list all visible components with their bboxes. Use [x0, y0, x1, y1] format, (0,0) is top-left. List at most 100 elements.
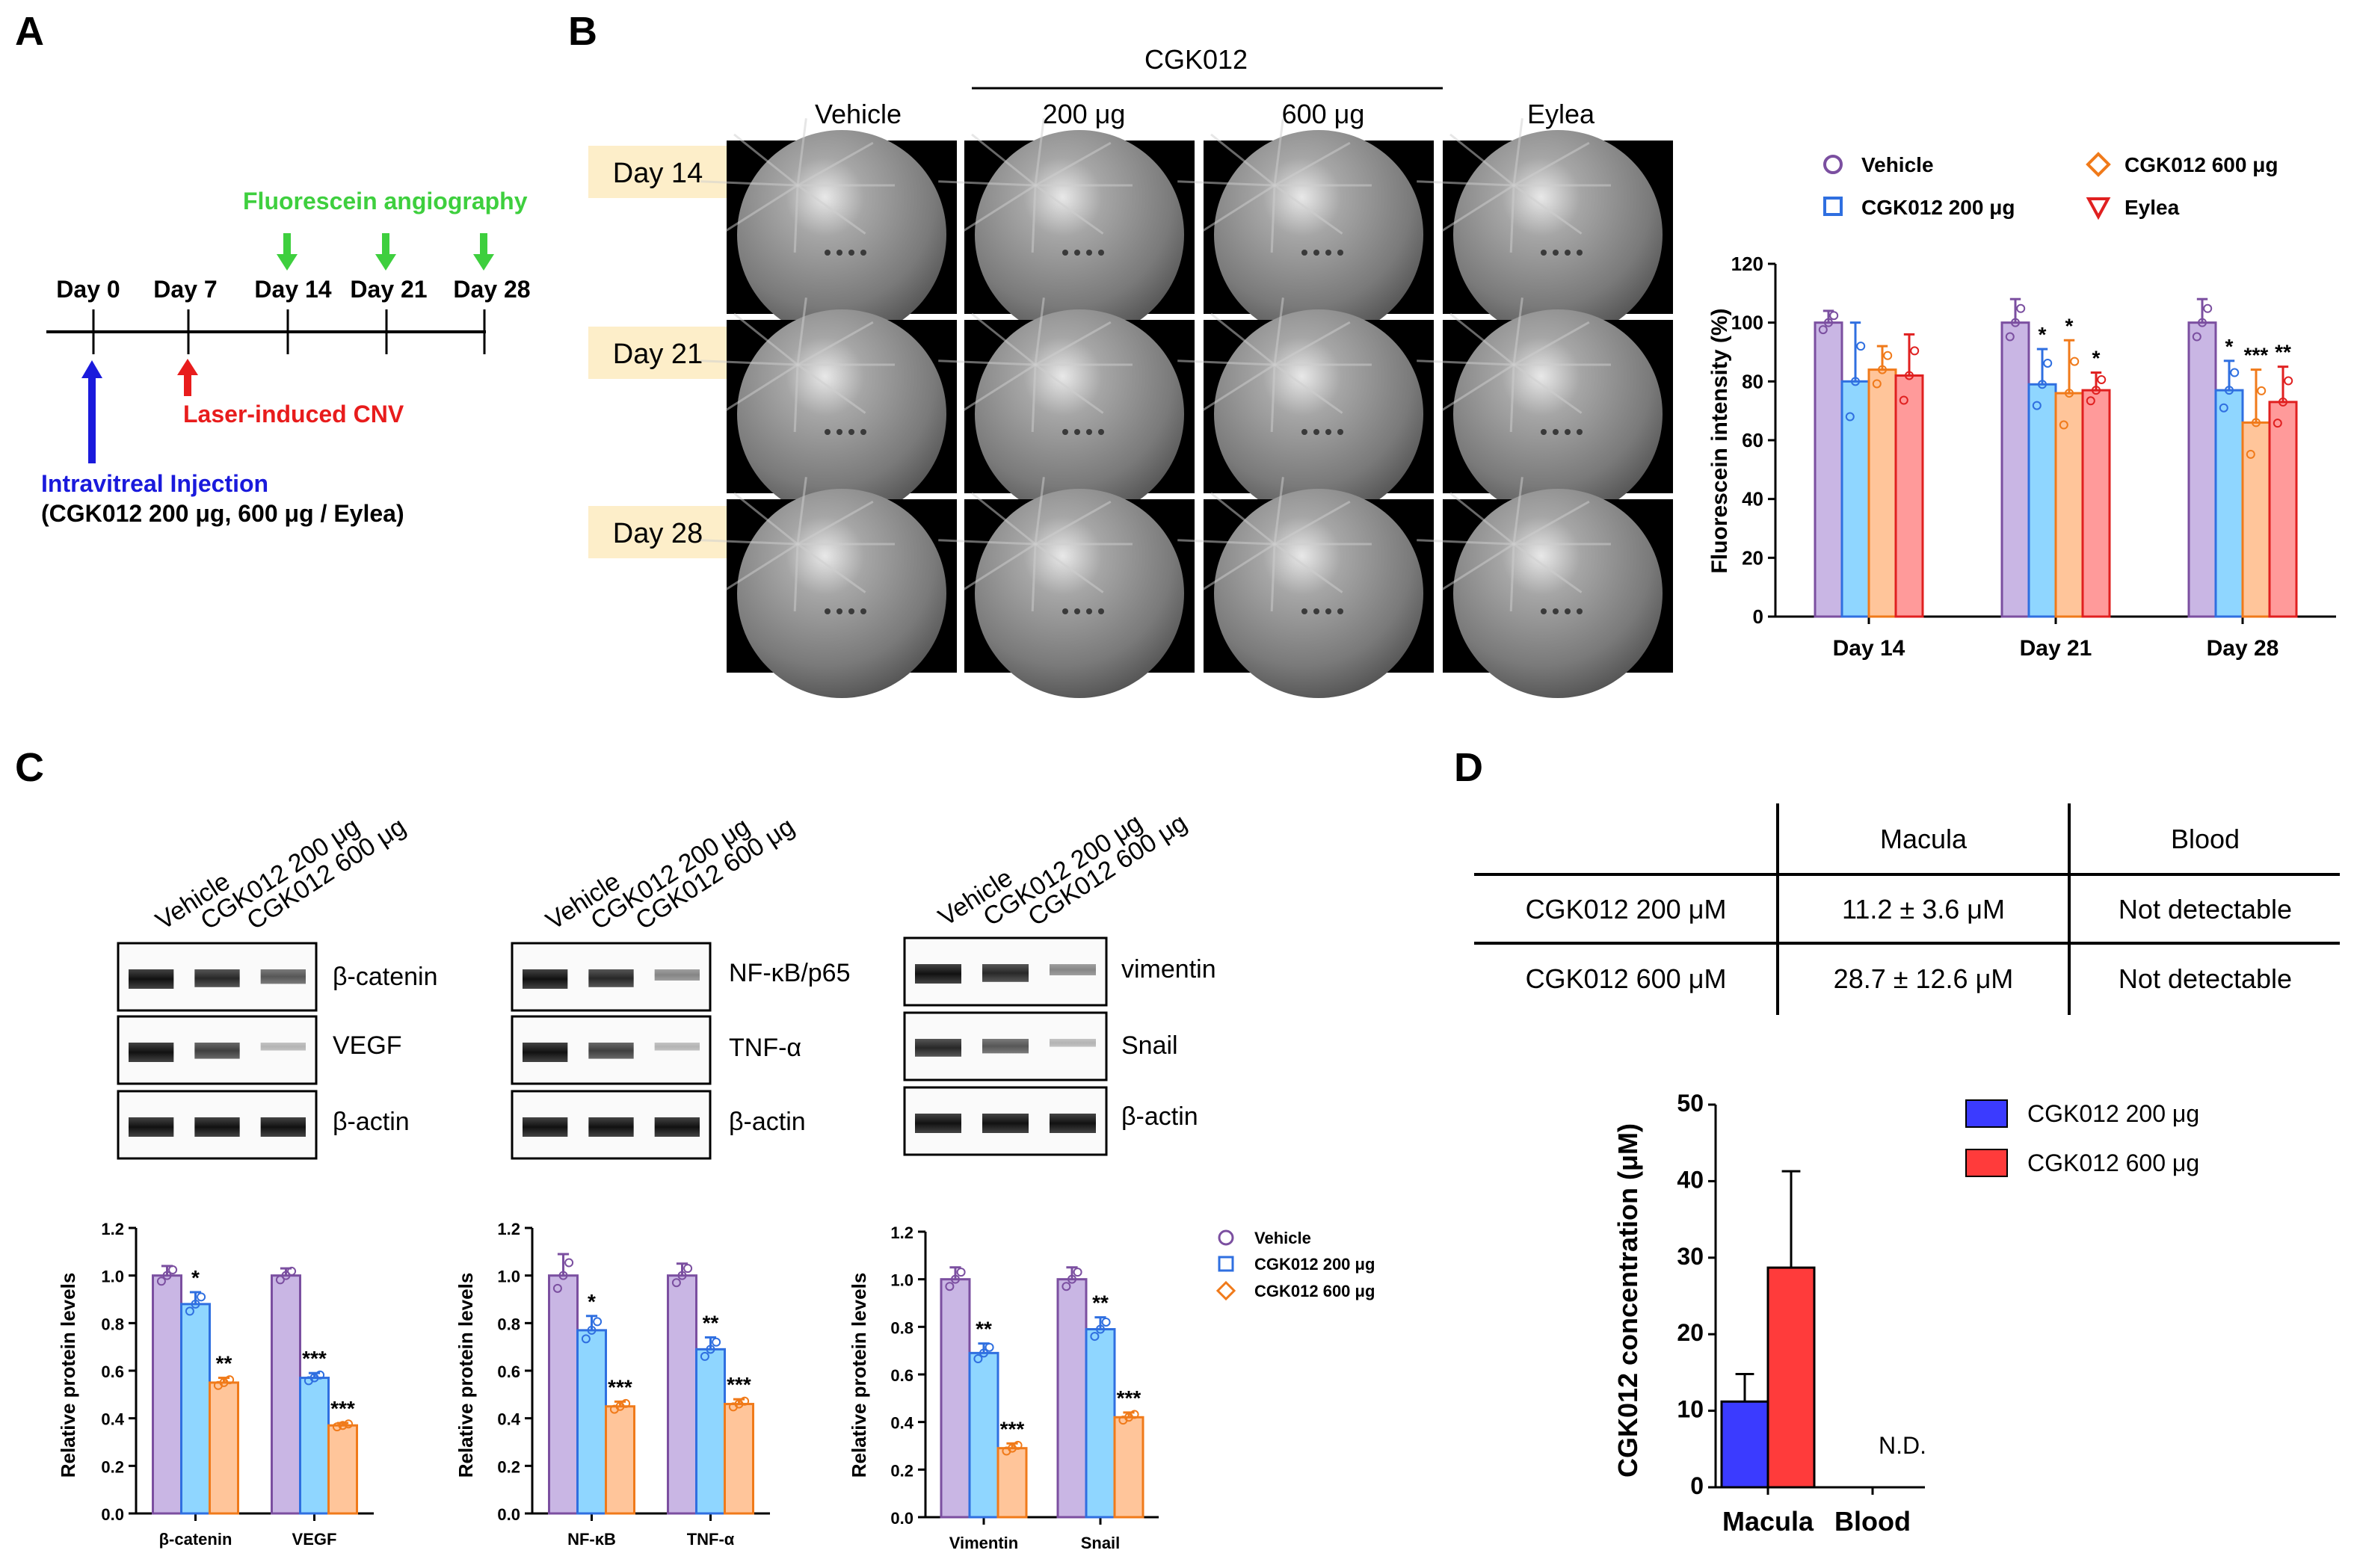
significance-mark: * [2092, 347, 2101, 370]
d-annotation-nd: N.D. [1879, 1432, 1926, 1459]
fluorescein-chart: Fluorescein intensity (%) 0 20 40 60 80 100 12… [1707, 253, 2336, 661]
data-point [671, 1278, 681, 1288]
y-tick-label: 30 [1677, 1243, 1704, 1270]
data-point [2070, 356, 2080, 366]
vessel-line [1031, 364, 1037, 433]
legend-d-200-icon [1965, 1099, 2008, 1128]
vessel-line [1513, 141, 1590, 187]
vessel-line [1035, 321, 1112, 366]
blot-band [588, 1117, 634, 1137]
day-label-21-text: Day 21 [613, 339, 703, 370]
blot-band [260, 1117, 306, 1137]
laser-spot [1577, 250, 1583, 256]
fluorescein-ylabel: Fluorescein intensity (%) [1707, 308, 1732, 573]
bar [2187, 321, 2217, 618]
significance-mark: * [2039, 323, 2047, 346]
significance-mark: ** [703, 1311, 719, 1334]
bar [2241, 421, 2271, 618]
vessel-line [1509, 543, 1515, 612]
data-point [1872, 379, 1882, 389]
blot-band [129, 969, 174, 989]
day-label-14 [588, 146, 727, 198]
table-r2-c1: 28.7 ± 12.6 μM [1834, 963, 2014, 994]
vessel-line [938, 539, 1036, 546]
y-tick-label: 1.0 [497, 1268, 520, 1286]
bar [1085, 1328, 1116, 1519]
blot-band [982, 1114, 1029, 1133]
protein-chart-3: Relative protein levels 0.0 0.2 0.4 0.6 0.8 1… [848, 1223, 1159, 1552]
data-point [621, 1398, 631, 1408]
data-point [2246, 449, 2255, 459]
vessel-line [1441, 184, 1515, 232]
blot-band [588, 969, 634, 987]
y-tick-label: 20 [1742, 546, 1763, 569]
laser-label: Laser-induced CNV [183, 401, 404, 428]
blot-band [194, 1043, 240, 1059]
data-point [677, 1271, 687, 1280]
data-point [1101, 1317, 1111, 1327]
vessel-line [1177, 180, 1275, 187]
blot2-lane-labels: Vehicle CGK012 200 μg CGK012 600 μg [541, 812, 800, 936]
significance-mark: * [191, 1266, 200, 1289]
significance-mark: ** [976, 1318, 992, 1341]
fundus-images [700, 118, 1673, 698]
legend-c-vehicle: Vehicle [1254, 1229, 1311, 1247]
vessel-line [1274, 500, 1351, 546]
laser-spot [1325, 250, 1331, 256]
data-point [1096, 1324, 1105, 1334]
data-point [2257, 386, 2267, 395]
table-head-macula: Macula [1880, 824, 1968, 854]
blot-band [654, 1043, 700, 1051]
bar [576, 1329, 607, 1515]
y-tick-label: 0.4 [497, 1410, 520, 1429]
data-point [1824, 318, 1833, 327]
vessel-line [1441, 543, 1515, 591]
y-tick-label: 100 [1731, 312, 1763, 334]
laser-spot [1337, 608, 1343, 614]
significance-mark: * [2225, 335, 2234, 358]
vessel-line [1031, 543, 1037, 612]
data-point [1130, 1410, 1139, 1419]
vessel-line [1417, 539, 1515, 546]
data-point [2203, 303, 2213, 313]
legend-d-200: CGK012 200 μg [2027, 1100, 2199, 1127]
laser-spot [836, 429, 842, 435]
legend-c-600: CGK012 600 μg [1254, 1282, 1375, 1300]
y-tick-label: 0.8 [890, 1318, 913, 1337]
vessel-line [1210, 492, 1275, 546]
vessel-line [1273, 477, 1284, 545]
laser-spot [860, 250, 866, 256]
timeline-day-21: Day 21 [350, 276, 427, 303]
y-tick-label: 0.2 [497, 1457, 520, 1476]
legend-d-600: CGK012 600 μg [2027, 1149, 2199, 1176]
vessel-line [1441, 363, 1515, 412]
fundus-image [1453, 489, 1663, 698]
y-tick-label: 0 [1690, 1472, 1704, 1499]
significance-mark: ** [1092, 1291, 1109, 1315]
laser-spot [1313, 250, 1319, 256]
vessel-line [1177, 539, 1275, 546]
protein-chart-1: Relative protein levels 0.0 0.2 0.4 0.6 0.8 1… [57, 1220, 374, 1549]
laser-spot [1541, 608, 1547, 614]
protein-chart-2: Relative protein levels 0.0 0.2 0.4 0.6 0.8 1… [455, 1220, 770, 1549]
fundus-image [1214, 130, 1423, 339]
x-category-label: NF-κB [567, 1530, 616, 1549]
data-point [2011, 318, 2020, 327]
vessel-line [1513, 500, 1590, 546]
bar [724, 1403, 754, 1515]
vessel-line [1035, 141, 1112, 187]
laser-spot [836, 250, 842, 256]
table-head-blood: Blood [2171, 824, 2240, 854]
vessel-line [1034, 477, 1045, 545]
col-head-vehicle: Vehicle [815, 99, 902, 129]
blot-band [915, 964, 961, 984]
significance-mark: *** [608, 1375, 632, 1398]
bar [968, 1351, 999, 1519]
y-tick-label: 0.4 [890, 1414, 913, 1433]
data-point [740, 1396, 750, 1406]
timeline-day-28: Day 28 [453, 276, 530, 303]
vessel-line [971, 492, 1036, 546]
vessel-line [1210, 133, 1275, 187]
y-tick-label: 1.2 [890, 1223, 913, 1242]
